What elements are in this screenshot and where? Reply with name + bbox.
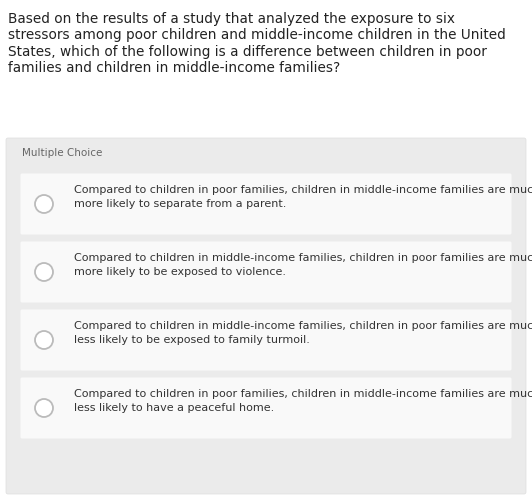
Text: Multiple Choice: Multiple Choice [22, 148, 102, 158]
FancyBboxPatch shape [21, 242, 511, 302]
FancyBboxPatch shape [21, 378, 511, 438]
FancyBboxPatch shape [21, 174, 511, 234]
Circle shape [35, 263, 53, 281]
Circle shape [35, 399, 53, 417]
FancyBboxPatch shape [6, 138, 526, 494]
Text: Compared to children in poor families, children in middle-income families are mu: Compared to children in poor families, c… [74, 185, 532, 209]
Text: Compared to children in middle-income families, children in poor families are mu: Compared to children in middle-income fa… [74, 253, 532, 277]
Circle shape [35, 195, 53, 213]
FancyBboxPatch shape [21, 310, 511, 370]
Text: Based on the results of a study that analyzed the exposure to six: Based on the results of a study that ana… [8, 12, 455, 26]
Text: States, which of the following is a difference between children in poor: States, which of the following is a diff… [8, 45, 487, 59]
Text: families and children in middle-income families?: families and children in middle-income f… [8, 62, 340, 76]
Text: stressors among poor children and middle-income children in the United: stressors among poor children and middle… [8, 28, 506, 42]
Text: Compared to children in middle-income families, children in poor families are mu: Compared to children in middle-income fa… [74, 321, 532, 345]
Circle shape [35, 331, 53, 349]
Text: Compared to children in poor families, children in middle-income families are mu: Compared to children in poor families, c… [74, 389, 532, 413]
